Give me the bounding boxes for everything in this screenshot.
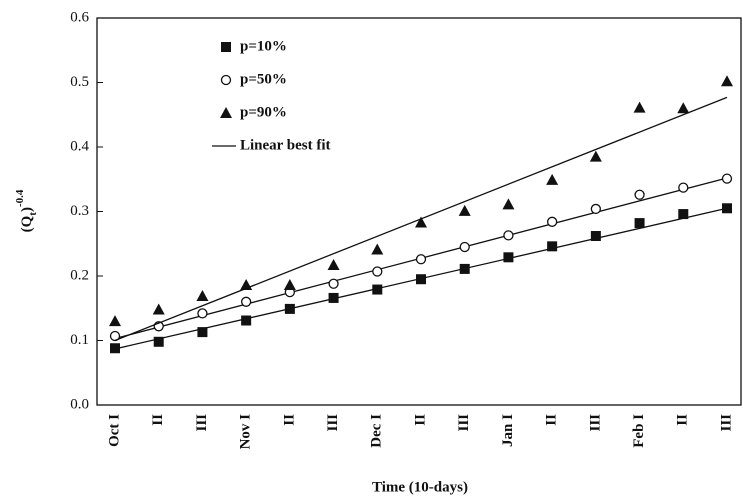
point — [197, 308, 208, 319]
point — [678, 182, 689, 193]
y-tick-label: 0.4 — [70, 138, 89, 154]
legend-label: p=10% — [240, 38, 287, 54]
point — [502, 198, 515, 210]
point — [416, 274, 426, 285]
point — [240, 296, 252, 307]
x-tick-label: Jan I — [500, 414, 516, 447]
y-tick-label: 0.1 — [70, 332, 89, 348]
point — [328, 292, 339, 303]
point — [327, 259, 340, 271]
point — [459, 241, 470, 253]
y-label-sup: -0.4 — [14, 189, 26, 207]
y-axis-label: (Qt)-0.4 — [14, 189, 39, 232]
point — [240, 279, 253, 291]
point — [221, 42, 231, 52]
point — [677, 102, 690, 114]
point — [721, 75, 733, 87]
point — [590, 203, 602, 215]
point — [197, 327, 208, 338]
x-tick-label: III — [718, 414, 734, 432]
point — [503, 252, 514, 263]
x-tick-label: III — [456, 414, 472, 432]
y-tick-label: 0.5 — [70, 74, 89, 90]
y-label-sub: t — [27, 212, 39, 216]
point — [328, 278, 339, 289]
point — [547, 241, 558, 252]
point — [633, 101, 646, 113]
point — [372, 266, 383, 277]
x-axis-label: Time (10-days) — [372, 479, 468, 495]
point — [110, 343, 120, 354]
point — [546, 216, 558, 227]
point — [241, 315, 252, 326]
legend-label: p=90% — [240, 104, 287, 120]
point — [721, 173, 733, 184]
point — [284, 303, 295, 314]
y-label-part: (Q — [19, 215, 35, 232]
point — [590, 231, 601, 242]
point — [372, 284, 383, 295]
x-tick-label: Dec I — [369, 414, 385, 448]
point — [678, 209, 689, 220]
y-tick-label: 0.2 — [70, 267, 89, 283]
x-tick-label: III — [325, 414, 341, 432]
x-tick-label: III — [587, 414, 603, 432]
point — [589, 150, 602, 162]
x-tick-label: III — [194, 414, 210, 432]
legend-label: p=50% — [240, 71, 287, 87]
point — [196, 289, 209, 301]
point — [283, 279, 296, 291]
x-tick-label: II — [675, 414, 691, 426]
point — [415, 216, 427, 228]
point — [220, 107, 232, 118]
y-tick-label: 0.0 — [70, 396, 89, 412]
x-tick-label: Feb I — [631, 414, 647, 448]
point — [459, 263, 470, 274]
point — [722, 203, 732, 214]
plot-frame — [96, 17, 742, 406]
point — [220, 74, 232, 86]
point — [634, 218, 645, 229]
point — [371, 243, 384, 255]
x-tick-label: II — [281, 414, 297, 426]
x-tick-label: II — [412, 414, 428, 426]
x-tick-label: II — [150, 414, 166, 426]
point — [634, 189, 645, 200]
point — [503, 230, 514, 241]
point — [546, 173, 559, 185]
y-label-part: ) — [19, 207, 35, 212]
x-tick-label: Oct I — [106, 414, 122, 447]
y-tick-label: 0.6 — [70, 9, 89, 25]
point — [153, 336, 164, 347]
x-tick-label: Nov I — [238, 414, 254, 450]
y-tick-label: 0.3 — [70, 203, 89, 219]
point — [458, 204, 471, 216]
point — [109, 315, 121, 327]
point — [152, 303, 165, 315]
point — [415, 254, 427, 265]
legend-label: Linear best fit — [240, 137, 331, 153]
x-tick-label: II — [544, 414, 560, 426]
